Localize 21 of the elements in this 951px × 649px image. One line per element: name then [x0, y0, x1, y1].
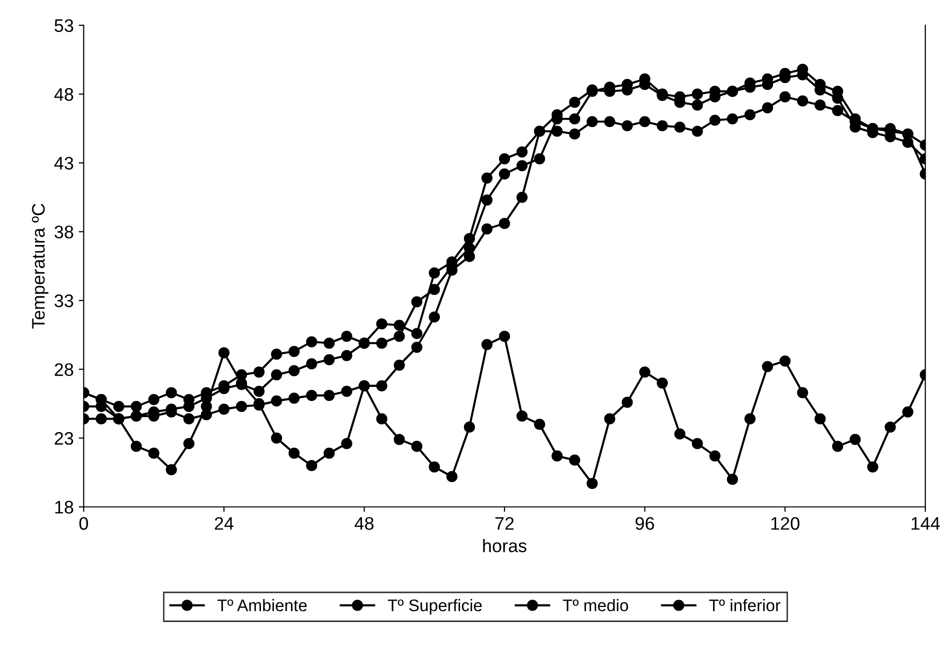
- legend-label: Tº medio: [562, 599, 628, 612]
- y-tick-label: 53: [54, 19, 74, 32]
- y-tick-label: 48: [54, 88, 74, 101]
- y-axis-title: Temperatura ºC: [32, 204, 48, 329]
- y-tick-label: 38: [54, 226, 74, 238]
- x-axis-title: horas: [483, 538, 526, 552]
- y-tick-label: 23: [54, 432, 74, 445]
- legend-label: Tº Superficie: [388, 599, 482, 615]
- x-tick-label: 120: [771, 517, 800, 530]
- y-tick-label: 43: [54, 156, 74, 170]
- x-tick-label: 24: [214, 517, 234, 530]
- y-tick-label: 28: [54, 363, 74, 376]
- x-tick-label: 96: [636, 517, 654, 530]
- y-tick-label: 18: [55, 500, 74, 514]
- x-tick-label: 0: [79, 517, 88, 530]
- x-tick-label: 144: [912, 517, 940, 530]
- x-tick-label: 72: [495, 517, 514, 530]
- y-tick-label: 33: [54, 294, 74, 308]
- legend-label: Tº Ambiente: [217, 599, 307, 612]
- x-tick-label: 48: [354, 517, 374, 530]
- legend-label: Tº inferior: [709, 599, 780, 612]
